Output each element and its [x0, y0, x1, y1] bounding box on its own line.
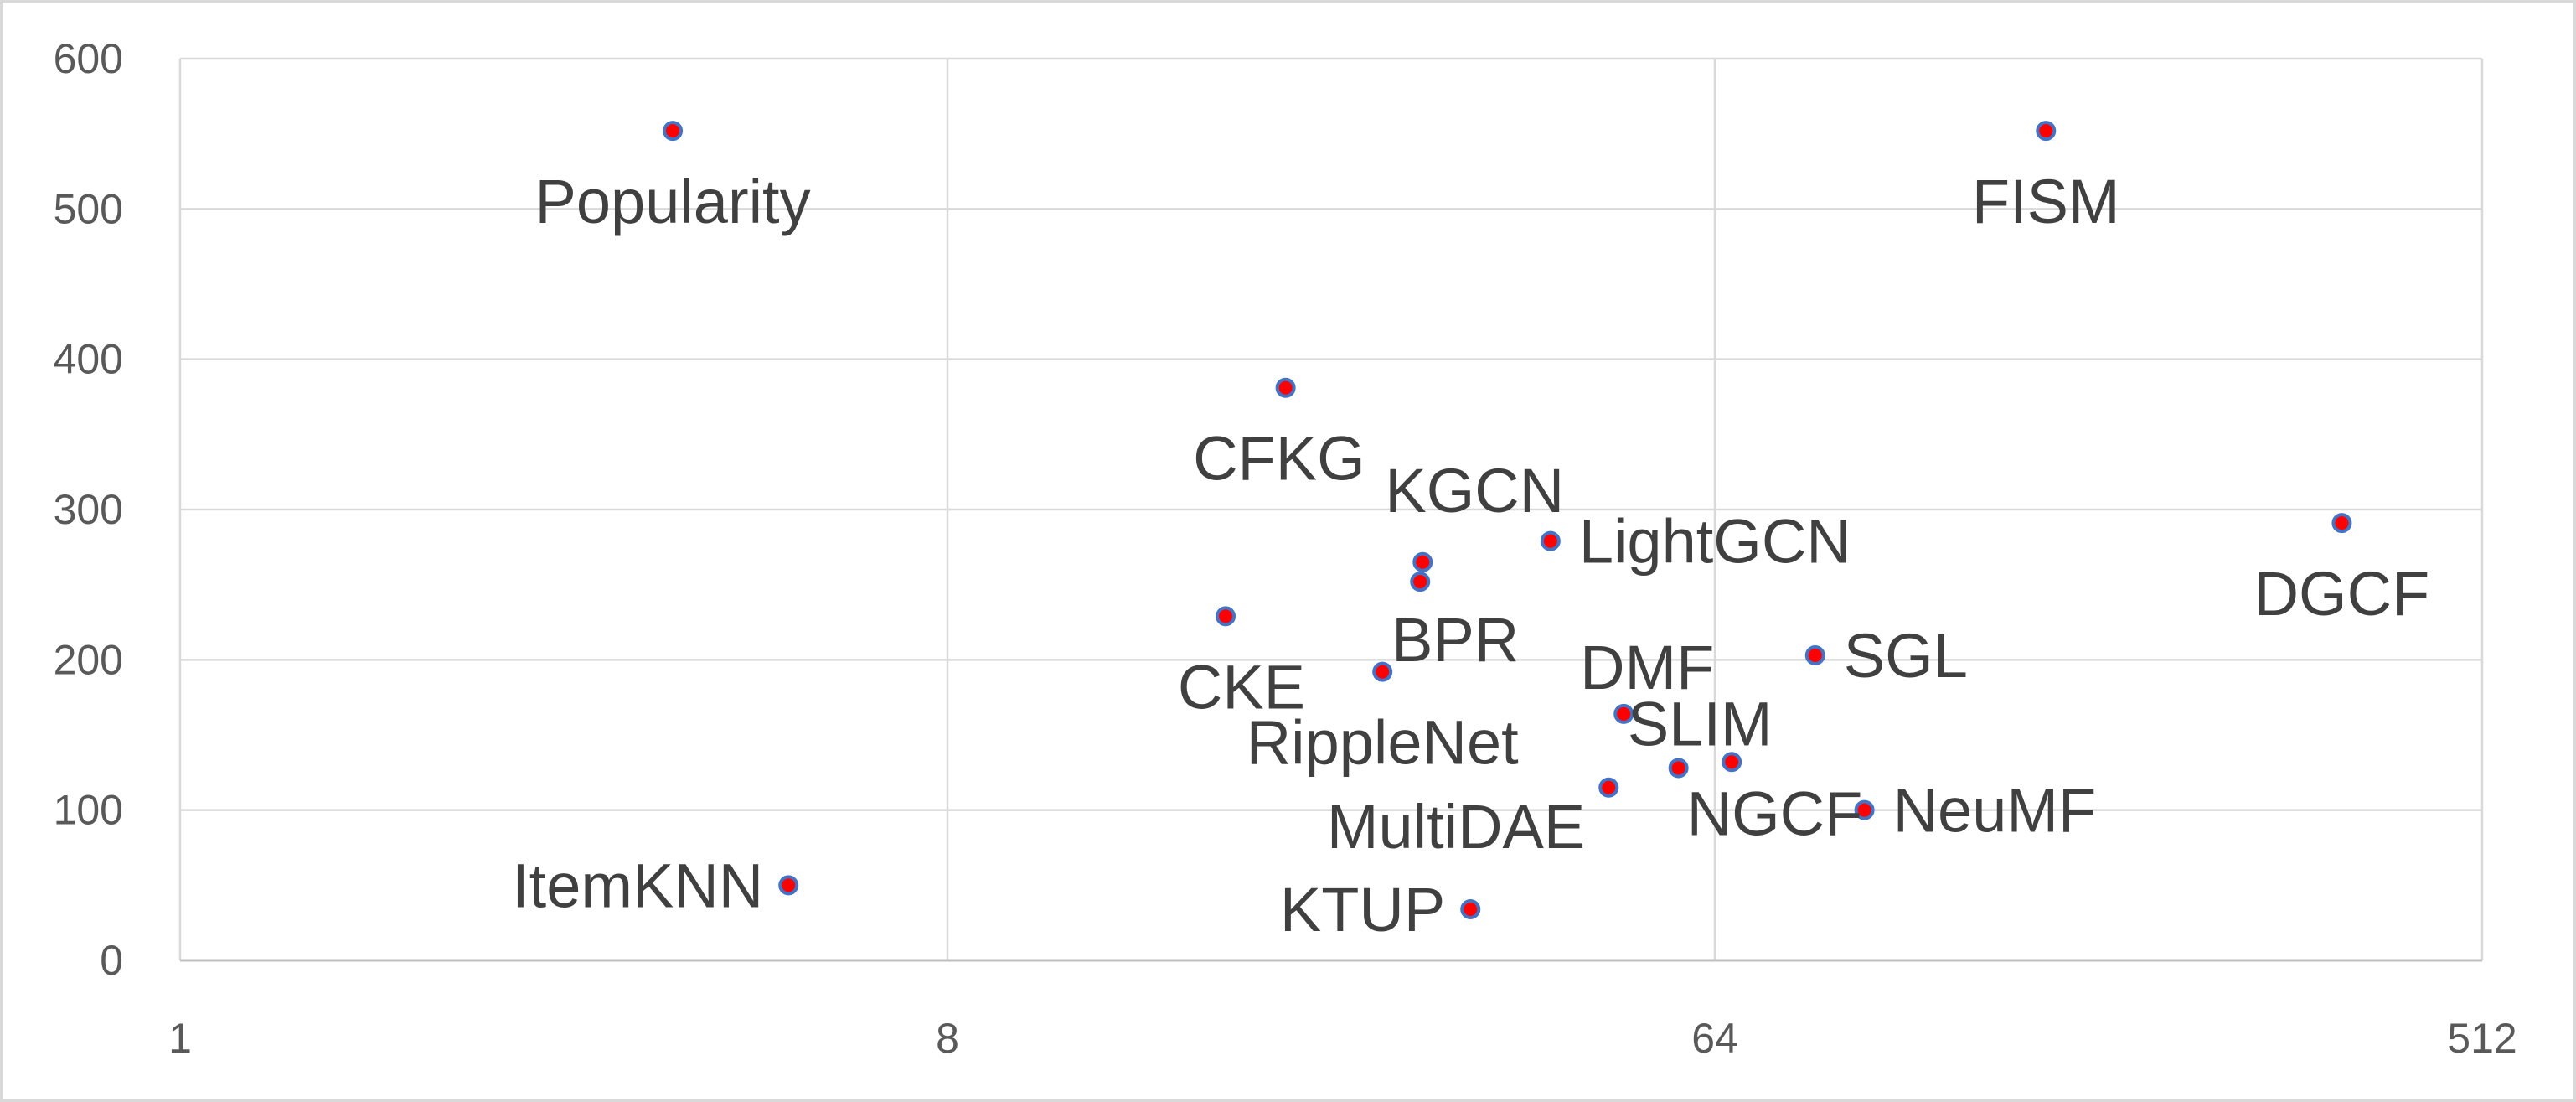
label-neumf: NeuMF	[1893, 776, 2097, 846]
label-ktup: KTUP	[1280, 875, 1445, 944]
label-itemknn: ItemKNN	[512, 851, 763, 920]
label-dmf: DMF	[1580, 633, 1714, 702]
y-tick-label: 0	[100, 937, 123, 984]
label-slim: SLIM	[1628, 689, 1773, 758]
point-ktup	[1460, 899, 1481, 920]
label-ripplenet: RippleNet	[1247, 708, 1519, 778]
label-multidae: MultiDAE	[1327, 792, 1585, 861]
label-popularity: Popularity	[535, 167, 811, 236]
label-cfkg: CFKG	[1193, 424, 1365, 494]
label-ngcf: NGCF	[1687, 779, 1863, 848]
data-points	[663, 121, 2352, 920]
y-tick-label: 100	[54, 787, 123, 834]
label-fism: FISM	[1972, 167, 2120, 236]
y-tick-label: 500	[54, 185, 123, 232]
point-kgcn	[1412, 551, 1433, 572]
point-cfkg	[1275, 377, 1296, 398]
label-sgl: SGL	[1844, 621, 1968, 691]
point-slim	[1722, 752, 1742, 773]
point-fism	[2036, 121, 2057, 142]
x-tick-label: 8	[936, 1015, 959, 1062]
label-dgcf: DGCF	[2254, 559, 2430, 629]
point-ngcf	[1668, 758, 1689, 779]
point-neumf	[1854, 799, 1875, 820]
y-tick-label: 400	[54, 336, 123, 383]
y-tick-label: 600	[54, 35, 123, 82]
label-lightgcn: LightGCN	[1579, 507, 1851, 577]
point-lightgcn	[1540, 530, 1561, 551]
point-popularity	[663, 121, 684, 142]
x-tick-label: 64	[1691, 1015, 1738, 1062]
point-itemknn	[778, 875, 799, 896]
scatter-chart: 0 100 200 300 400 500 600 1 8 64 512 Popularity FIS…	[54, 35, 2517, 1062]
point-bpr	[1410, 572, 1431, 592]
point-ripplenet	[1372, 661, 1393, 682]
point-sgl	[1804, 644, 1825, 665]
point-cke	[1216, 606, 1236, 627]
label-cke: CKE	[1178, 652, 1305, 722]
point-multidae	[1598, 777, 1619, 798]
label-bpr: BPR	[1391, 605, 1519, 675]
x-tick-label: 1	[168, 1015, 192, 1062]
gridlines	[178, 57, 2484, 960]
point-dgcf	[2331, 513, 2352, 534]
x-tick-label: 512	[2447, 1015, 2517, 1062]
y-tick-label: 200	[54, 636, 123, 683]
tick-labels: 0 100 200 300 400 500 600 1 8 64 512	[54, 35, 2517, 1062]
label-kgcn: KGCN	[1385, 456, 1564, 525]
y-tick-label: 300	[54, 486, 123, 533]
point-dmf	[1613, 703, 1634, 724]
